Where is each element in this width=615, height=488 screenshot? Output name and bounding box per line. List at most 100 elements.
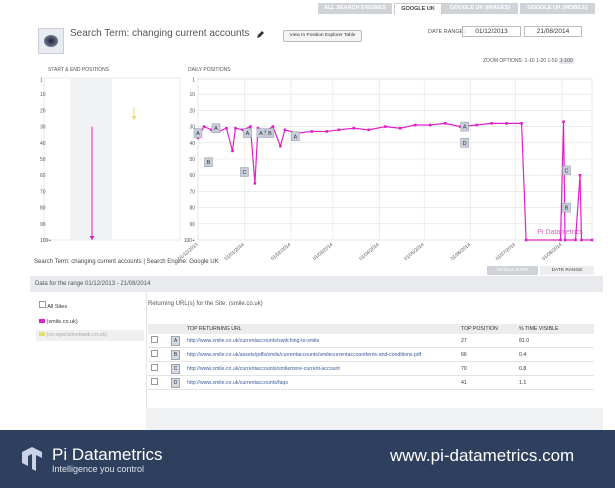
annotation-box: [460, 121, 469, 132]
position-point: [398, 126, 402, 130]
summary-engine: Google UK: [189, 259, 219, 265]
annotation-label: C: [565, 168, 569, 174]
date-from[interactable]: 01/12/2013: [462, 26, 521, 37]
y-tick-label: 60: [189, 173, 195, 179]
column-header[interactable]: % TIME VISIBLE: [516, 324, 594, 334]
sites-panel: [30, 292, 147, 430]
annotation-label: A: [294, 134, 298, 140]
range-bar: Data for the range 01/12/2013 - 21/08/20…: [30, 276, 603, 292]
x-tick-label: 01/01/2014: [223, 242, 246, 262]
position-point: [524, 238, 528, 242]
y-tick-label: 50: [189, 157, 195, 163]
x-tick-label: 01/04/2014: [358, 242, 381, 262]
y-tick-label: 90: [189, 222, 195, 228]
y-tick-label: 50: [40, 157, 46, 163]
y-tick-label: 10: [40, 92, 46, 98]
annotation-label: A: [246, 131, 250, 137]
x-tick-label: 01/07/2014: [495, 242, 518, 262]
position-point: [256, 126, 260, 130]
position-point: [241, 128, 245, 132]
x-tick-label: 01/03/2014: [312, 242, 335, 262]
date-range-label: DATE RANGE:: [428, 29, 465, 35]
annotation-label: A: [196, 131, 200, 137]
annotation-box: [243, 128, 252, 138]
url[interactable]: http://www.smile.co.uk/currentaccounts/f…: [184, 375, 458, 390]
url[interactable]: http://www.smile.co.uk/currentaccounts/s…: [184, 334, 458, 348]
y-tick-label: 1: [40, 78, 43, 84]
header-row: TOP RETURNING URL TOP POSITION % TIME VI…: [148, 324, 594, 334]
tab[interactable]: GOOGLE UK (MOBILE): [520, 3, 595, 14]
summary: Search Term: changing current accounts |…: [34, 259, 219, 265]
position-point: [310, 130, 314, 133]
top-position: 27: [458, 334, 516, 348]
row-checkbox[interactable]: [151, 364, 158, 371]
position-point: [383, 125, 387, 128]
url[interactable]: http://www.smile.co.uk/assets/pdfs/smile…: [184, 347, 458, 362]
footer-brand: Pi Datametrics: [52, 445, 163, 464]
position-point: [210, 128, 213, 132]
column-header[interactable]: TOP RETURNING URL: [184, 324, 458, 334]
annotation-label: B: [268, 131, 272, 137]
charts: START & END POSITIONS 1 10 20 30 40 50 60 70 80 90…: [40, 67, 594, 262]
annotation-box: [562, 202, 571, 213]
zoom-option[interactable]: 1-20: [536, 58, 547, 64]
range-value: 01/12/2013 - 21/08/2014: [85, 281, 151, 287]
explorer-button[interactable]: View In Position Explorer Table: [283, 30, 362, 42]
row-checkbox[interactable]: [151, 350, 158, 357]
y-tick-label: 100+: [184, 238, 195, 244]
x-tick-label: 01/05/2014: [403, 242, 426, 262]
zoom-option[interactable]: 1-100: [558, 58, 574, 64]
summary-label: Search Term:: [34, 259, 70, 265]
annotation-label: B: [207, 160, 211, 166]
table-caption: Returning URL(s) for the Site: (smile.co…: [148, 301, 263, 307]
site-entry[interactable]: (smile.co.uk): [36, 317, 144, 328]
annotation-box: [265, 128, 275, 138]
y-tick-label: 10: [189, 92, 195, 98]
footer-url[interactable]: www.pi-datametrics.com: [390, 446, 575, 465]
footer: Pi Datametrics Intelligence you control …: [0, 430, 615, 488]
zoom-option[interactable]: 1-10: [524, 58, 535, 64]
all-sites[interactable]: All Sites: [39, 301, 67, 310]
x-tick-label: 01/02/2014: [270, 242, 293, 262]
position-point: [367, 128, 371, 132]
tab[interactable]: GOOGLE UK: [394, 3, 442, 15]
row-checkbox[interactable]: [151, 336, 158, 343]
url[interactable]: http://www.smile.co.uk/currentaccounts/s…: [184, 361, 458, 376]
edit-icon[interactable]: [256, 30, 265, 39]
column-header[interactable]: TOP POSITION: [458, 324, 516, 334]
annotation-box: [460, 138, 469, 148]
view-button[interactable]: SINGLE DATE: [487, 266, 538, 275]
arrow-head: [131, 116, 137, 121]
time-visible: 81.0: [516, 334, 594, 348]
y-tick-label: 30: [189, 125, 195, 131]
site-entry[interactable]: (co-operativebank.co.uk): [36, 330, 144, 341]
top-position: 66: [458, 347, 516, 362]
view-button[interactable]: DATE RANGE: [540, 266, 594, 275]
position-point: [196, 136, 200, 140]
zoom-option[interactable]: 1-50: [547, 58, 558, 64]
range-label: Data for the range: [35, 281, 84, 287]
time-visible: 0.4: [516, 347, 594, 362]
position-point: [505, 122, 508, 125]
tab[interactable]: GOOGLE UK (IMAGES): [442, 3, 518, 14]
page-title: Search Term: changing current accounts: [70, 28, 250, 39]
row-checkbox[interactable]: [151, 378, 158, 385]
position-point: [253, 182, 257, 185]
position-point: [590, 238, 594, 242]
tab[interactable]: ALL SEARCH ENGINES: [318, 3, 392, 14]
chart-title: START & END POSITIONS: [48, 67, 110, 73]
position-point: [225, 126, 228, 130]
chart-title: DAILY POSITIONS: [188, 67, 231, 73]
y-tick-label: 30: [40, 125, 46, 131]
y-tick-label: 100+: [40, 238, 51, 244]
footer-logo: [22, 447, 42, 471]
y-tick-label: 80: [40, 206, 46, 212]
caption-site: (smile.co.uk): [228, 301, 263, 307]
y-tick-label: 20: [40, 108, 46, 114]
date-to[interactable]: 21/08/2014: [524, 26, 582, 37]
